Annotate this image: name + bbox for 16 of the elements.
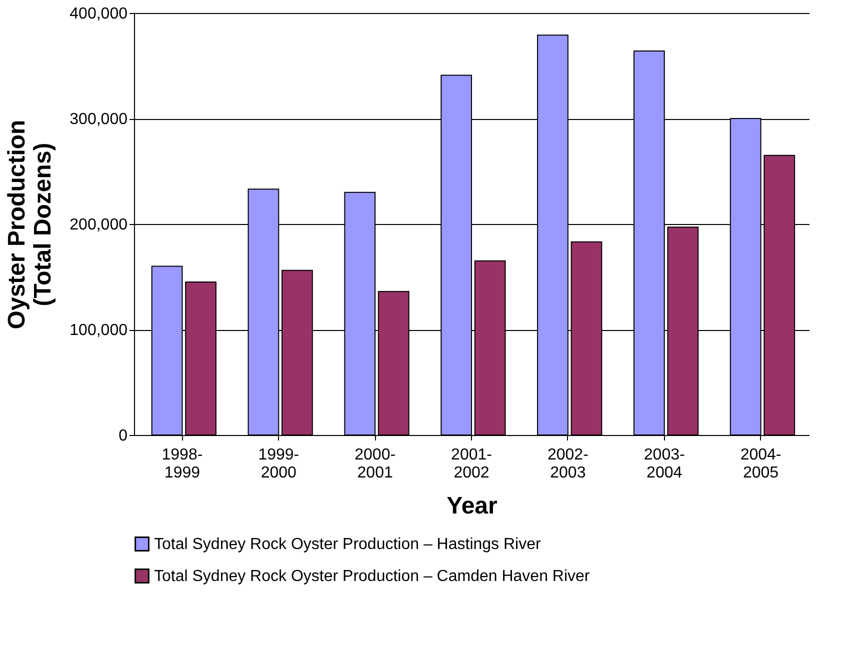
x-tick-label: 1998-1999 <box>162 446 203 482</box>
y-tick-label: 300,000 <box>70 111 128 128</box>
x-tick-label: 2004-2005 <box>740 446 782 482</box>
y-axis-title: Oyster Production (Total Dozens) <box>4 120 57 330</box>
x-tick-label: 2002-2003 <box>547 446 588 482</box>
x-tick-label: 1999-2000 <box>258 446 300 482</box>
x-tick-label: 2001-2002 <box>451 446 492 482</box>
y-tick-label: 200,000 <box>70 216 128 234</box>
y-tick-label: 100,000 <box>70 322 128 339</box>
y-tick-label: 0 <box>118 428 128 444</box>
x-tick-label: 2000-2001 <box>354 446 396 482</box>
x-axis-title: Year <box>446 492 498 520</box>
legend-label: Total Sydney Rock Oyster Production – Camden Haven River <box>154 568 590 585</box>
x-tick-label: 2003-2004 <box>644 446 685 482</box>
legend-label: Total Sydney Rock Oyster Production – Hastings River <box>154 536 542 553</box>
y-tick-label: 400,000 <box>70 6 128 22</box>
